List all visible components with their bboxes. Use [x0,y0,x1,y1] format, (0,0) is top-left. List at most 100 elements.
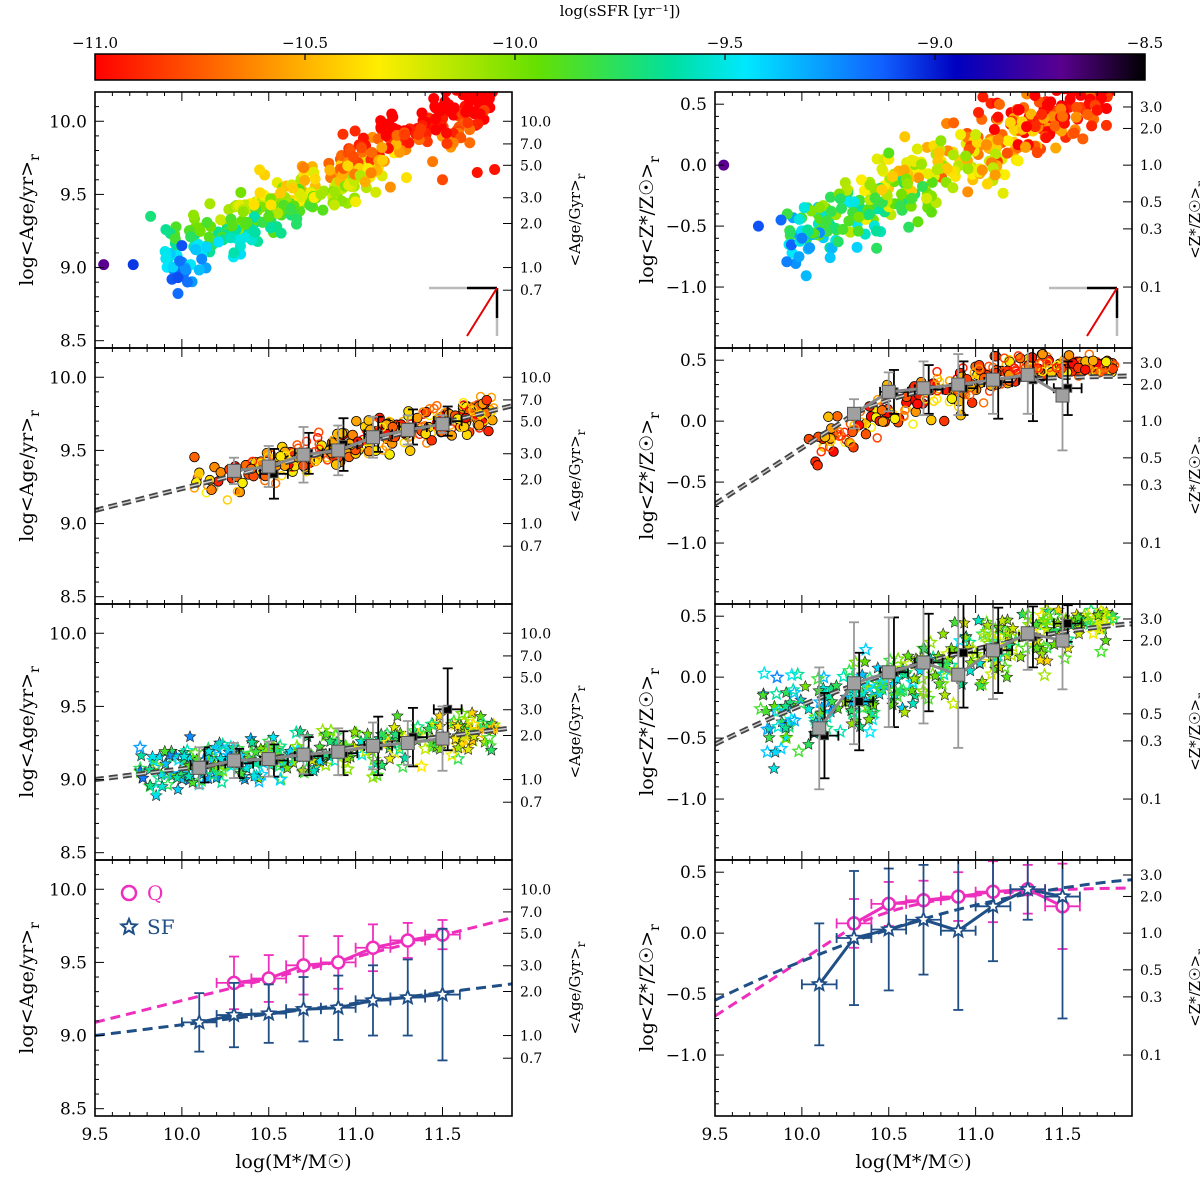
y-right-tick-label: 1.0 [1140,158,1162,174]
galaxy-point [992,134,1004,146]
galaxy-point [196,253,208,265]
quiescent-point [404,445,416,456]
y-tick-label: −0.5 [666,473,707,493]
galaxy-point [237,206,249,218]
galaxy-point [981,178,993,190]
starforming-point [132,760,148,775]
starforming-point [862,712,876,726]
galaxy-point [441,127,453,139]
galaxy-point [204,198,216,210]
quiescent-point [876,405,888,416]
quiescent-point [232,486,243,497]
quiescent-point [866,422,877,433]
galaxy-point [275,227,287,239]
galaxy-point [1086,120,1098,132]
sf-median-point [398,988,417,1006]
y-right-tick-label: 0.1 [1140,792,1162,808]
starforming-point [170,771,184,784]
colorbar-tick-label: −10.5 [282,34,328,52]
sf-median-point [879,920,898,938]
starforming-point [780,730,793,743]
quiescent-point [1034,358,1045,369]
sf-median-point [1018,879,1037,897]
quiescent-point [908,419,918,429]
colorbar-title: log(sSFR [yr⁻¹]) [560,2,681,20]
sf-median-point [364,991,382,1008]
colorbar-tick-label: −8.5 [1127,34,1163,52]
starforming-point [461,742,475,756]
galaxy-point [272,207,284,219]
median-gray [812,721,827,736]
starforming-point [451,719,465,732]
galaxy-point [905,200,917,212]
galaxy-point [1070,111,1082,123]
starforming-point [323,734,337,748]
galaxy-point [988,124,1000,136]
median-gray [847,406,861,421]
starforming-point [992,620,1006,633]
quiescent-point [932,366,942,377]
err-indicator [466,287,498,337]
galaxy-point [1100,102,1112,114]
quiescent-point [860,428,872,440]
galaxy-point [296,191,308,203]
q-median-point [400,933,415,948]
galaxy-point [821,215,833,227]
y-right-tick-label: 2.0 [1140,633,1162,649]
quiescent-point [331,459,342,470]
galaxy-point [981,139,993,151]
quiescent-point [384,449,395,460]
y-tick-label: 10.0 [49,112,87,132]
starforming-point [158,744,172,757]
y-right-tick-label: 7.0 [520,137,542,153]
y-right-tick-label: 0.5 [1140,707,1162,723]
y-axis-title: log<Age/yr>r [16,666,43,798]
galaxy-point [1031,147,1043,159]
starforming-point [832,723,848,739]
starforming-point [858,641,874,657]
galaxy-point [201,241,213,253]
starforming-point [183,730,197,743]
galaxy-point [941,162,953,174]
starforming-point [424,716,440,731]
galaxy-point [1088,80,1099,91]
starforming-point [769,669,785,684]
colorbar-tick-label: −9.0 [917,34,953,52]
starforming-point [938,688,952,701]
y-right-tick-label: 7.0 [520,905,542,921]
y-right-tick-label: 5.0 [520,414,542,430]
quiescent-point [812,460,823,471]
y-axis-title: log<Age/yr>r [16,410,43,542]
galaxy-point [901,178,913,190]
galaxy-point [921,192,933,204]
median-gray [986,643,1000,658]
galaxy-point [241,216,253,228]
galaxy-point [490,92,496,93]
quiescent-point [1100,356,1112,368]
median-gray [951,667,966,682]
y-tick-label: 9.5 [60,185,87,205]
y-tick-label: 0.0 [680,156,707,176]
y-right-tick-label: 10.0 [520,626,551,642]
y-right-tick-label: 3.0 [1140,100,1162,116]
y-axis-title: log<Z*/Z☉>r [636,924,663,1052]
median-black [1063,619,1073,629]
starforming-point [1029,618,1043,631]
starforming-point [272,771,288,787]
starforming-point [810,671,826,686]
galaxy-point [1035,92,1041,93]
starforming-point [753,701,769,716]
starforming-point [778,730,794,745]
galaxy-point [265,199,277,211]
y-right-axis-title: <Age/Gyr>r [566,173,588,266]
y-right-tick-label: 3.0 [520,447,542,463]
legend-sf-label: SF [147,915,175,939]
galaxy-point [784,226,796,238]
y-axis-title: log<Z*/Z☉>r [636,412,663,540]
quiescent-point [481,394,492,406]
starforming-point [245,735,259,749]
galaxy-point [851,241,863,253]
galaxy-point [370,186,382,198]
galaxy-point [451,92,462,96]
